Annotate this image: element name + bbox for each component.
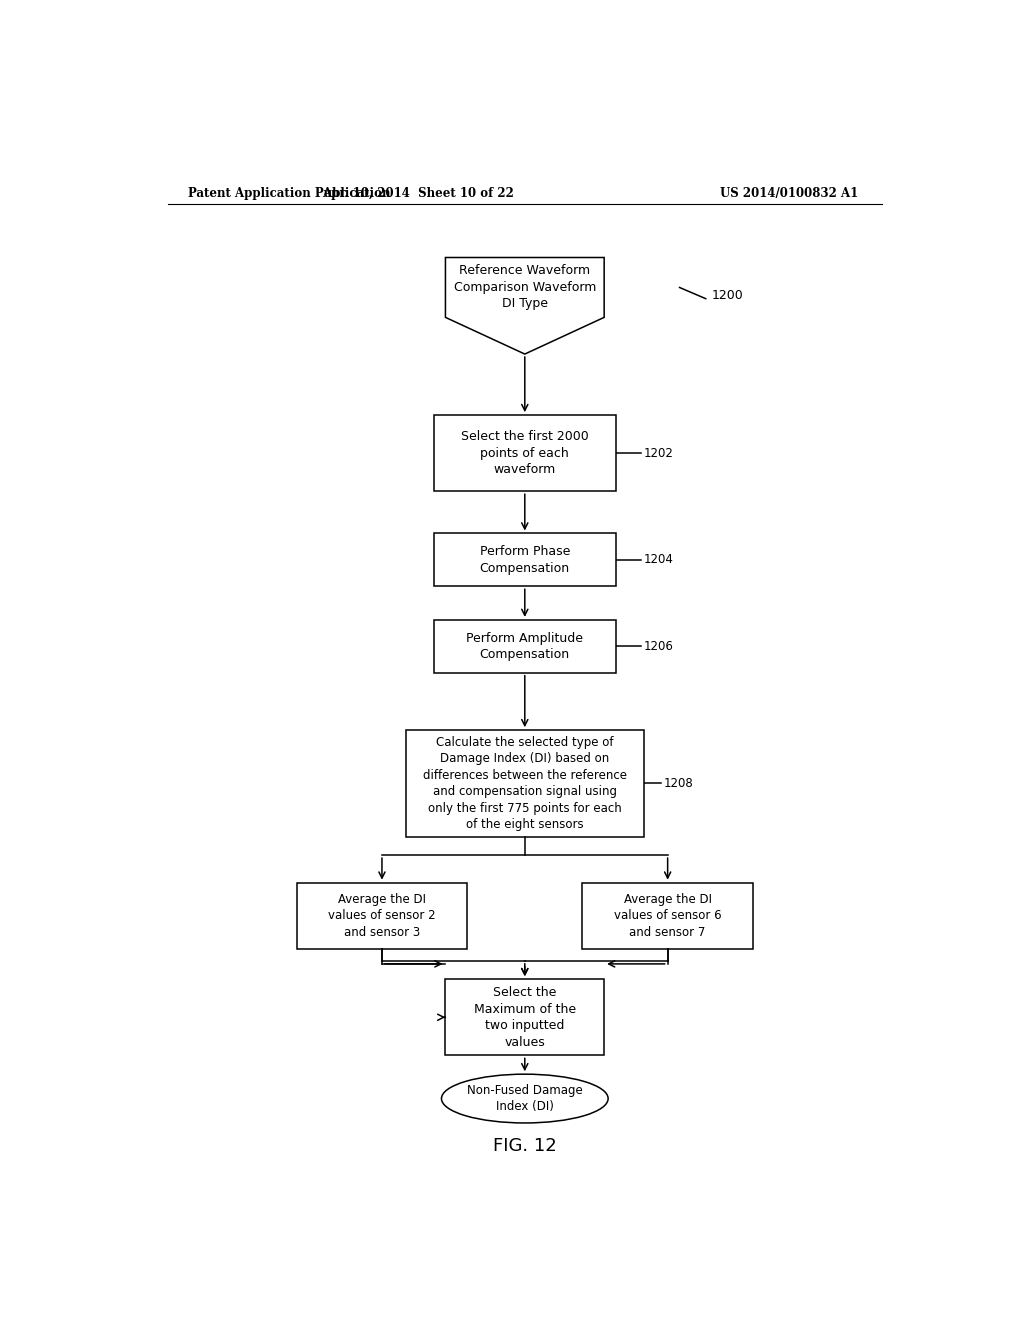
Text: Select the first 2000
points of each
waveform: Select the first 2000 points of each wav… bbox=[461, 430, 589, 477]
Text: FIG. 12: FIG. 12 bbox=[493, 1138, 557, 1155]
FancyBboxPatch shape bbox=[297, 883, 467, 949]
Text: 1206: 1206 bbox=[644, 640, 674, 653]
Text: Apr. 10, 2014  Sheet 10 of 22: Apr. 10, 2014 Sheet 10 of 22 bbox=[322, 187, 514, 201]
Text: 1204: 1204 bbox=[644, 553, 674, 566]
Text: Calculate the selected type of
Damage Index (DI) based on
differences between th: Calculate the selected type of Damage In… bbox=[423, 735, 627, 832]
Text: 1202: 1202 bbox=[644, 446, 674, 459]
Text: 1208: 1208 bbox=[664, 777, 693, 789]
FancyBboxPatch shape bbox=[445, 979, 604, 1056]
Text: Select the
Maximum of the
two inputted
values: Select the Maximum of the two inputted v… bbox=[474, 986, 575, 1048]
Text: Perform Phase
Compensation: Perform Phase Compensation bbox=[479, 545, 570, 574]
Text: Perform Amplitude
Compensation: Perform Amplitude Compensation bbox=[466, 631, 584, 661]
FancyBboxPatch shape bbox=[406, 730, 644, 837]
FancyBboxPatch shape bbox=[433, 620, 616, 673]
Text: Average the DI
values of sensor 2
and sensor 3: Average the DI values of sensor 2 and se… bbox=[328, 892, 436, 939]
Text: Average the DI
values of sensor 6
and sensor 7: Average the DI values of sensor 6 and se… bbox=[613, 892, 722, 939]
Text: 1200: 1200 bbox=[712, 289, 743, 302]
Polygon shape bbox=[445, 257, 604, 354]
Text: Patent Application Publication: Patent Application Publication bbox=[187, 187, 390, 201]
FancyBboxPatch shape bbox=[433, 414, 616, 491]
FancyBboxPatch shape bbox=[433, 533, 616, 586]
Text: Reference Waveform
Comparison Waveform
DI Type: Reference Waveform Comparison Waveform D… bbox=[454, 264, 596, 310]
Text: Non-Fused Damage
Index (DI): Non-Fused Damage Index (DI) bbox=[467, 1084, 583, 1113]
FancyBboxPatch shape bbox=[583, 883, 753, 949]
Ellipse shape bbox=[441, 1074, 608, 1123]
Text: US 2014/0100832 A1: US 2014/0100832 A1 bbox=[720, 187, 858, 201]
